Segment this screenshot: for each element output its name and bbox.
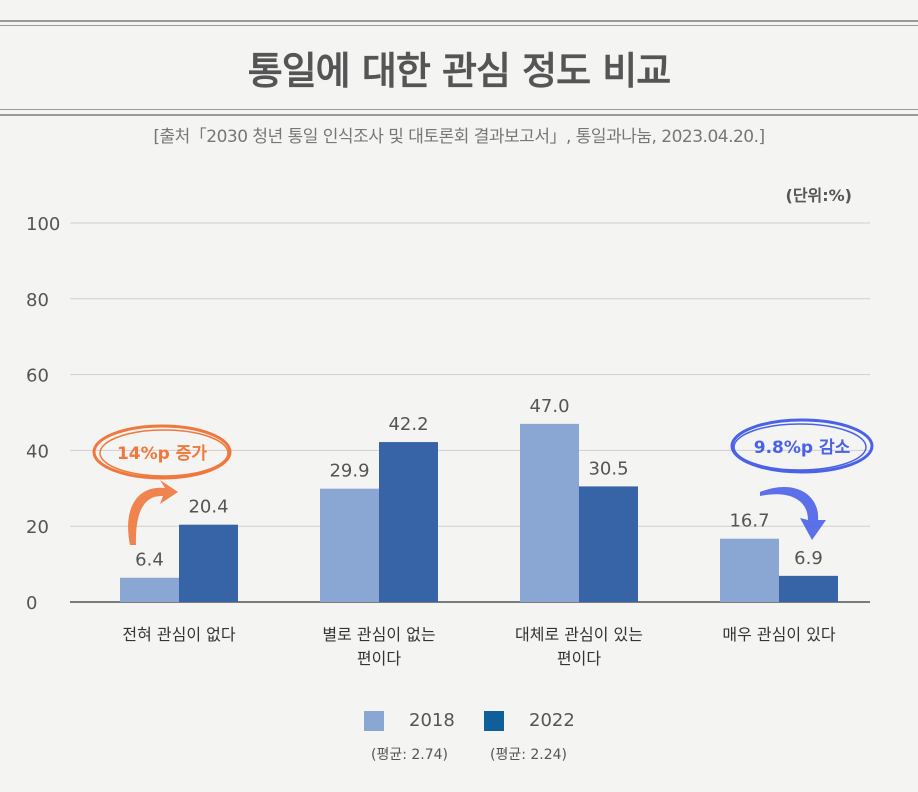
annotation-circle-decrease: [730, 418, 874, 474]
data-label: 30.5: [588, 458, 628, 479]
bar-2018: [720, 538, 779, 602]
legend-swatch-2022: [484, 710, 504, 731]
x-tick-label: 전혀 관심이 없다: [122, 625, 235, 644]
y-tick-label: 40: [26, 441, 49, 462]
arrow-down-icon: [760, 486, 826, 540]
x-tick-label: 별로 관심이 없는: [322, 625, 435, 644]
bar-2018: [520, 423, 579, 602]
annotation-circle-decrease-inner: [733, 423, 867, 471]
data-label: 16.7: [729, 511, 769, 532]
legend-swatch-2018: [364, 710, 384, 731]
data-label: 42.2: [388, 414, 428, 435]
x-tick-label: 대체로 관심이 있는: [515, 625, 643, 644]
y-tick-label: 80: [26, 290, 49, 311]
bar-2018: [120, 577, 179, 602]
x-tick-label: 편이다: [557, 649, 601, 668]
bar-2018: [320, 488, 379, 602]
mid-rule: [0, 114, 918, 116]
legend-label-2018: 2018: [409, 710, 455, 731]
y-tick-label: 0: [26, 593, 37, 614]
chart-source: [출처「2030 청년 통일 인식조사 및 대토론회 결과보고서」, 통일과나눔…: [153, 127, 765, 147]
average-2022: (평균: 2.24): [490, 747, 568, 763]
data-label: 29.9: [329, 461, 369, 482]
y-tick-label: 20: [26, 517, 49, 538]
chart-title: 통일에 대한 관심 정도 비교: [247, 49, 671, 93]
y-tick-label: 60: [26, 366, 49, 387]
bar-2022: [579, 486, 638, 602]
data-label: 6.9: [794, 548, 823, 569]
arrow-up-icon: [128, 480, 178, 545]
legend-item-2022: 2022: [484, 710, 575, 731]
mid-rule-thin: [0, 109, 918, 110]
data-label: 6.4: [135, 550, 164, 571]
x-tick-label: 편이다: [357, 649, 401, 668]
legend-item-2018: 2018: [364, 710, 455, 731]
data-label: 47.0: [529, 396, 569, 417]
top-rule-thin: [0, 25, 918, 26]
bar-2022: [779, 575, 838, 602]
x-tick-label: 매우 관심이 있다: [722, 625, 835, 644]
annotation-increase: 14%p 증가: [117, 444, 207, 464]
bar-2022: [379, 442, 438, 602]
y-tick-label: 100: [26, 214, 60, 235]
annotation-decrease: 9.8%p 감소: [754, 438, 851, 458]
annotation-circle-increase-inner: [99, 429, 229, 477]
top-rule: [0, 20, 918, 22]
bar-chart: (단위:%) 0 20 40 60 80 100 6.4 20.4 전혀 관심이 없다 29.9 42…: [26, 186, 874, 668]
unit-label: (단위:%): [786, 186, 853, 205]
bar-2022: [179, 524, 238, 602]
average-2018: (평균: 2.74): [371, 747, 449, 763]
legend-label-2022: 2022: [529, 710, 575, 731]
data-label: 20.4: [188, 497, 228, 518]
annotation-circle-increase: [92, 424, 232, 480]
